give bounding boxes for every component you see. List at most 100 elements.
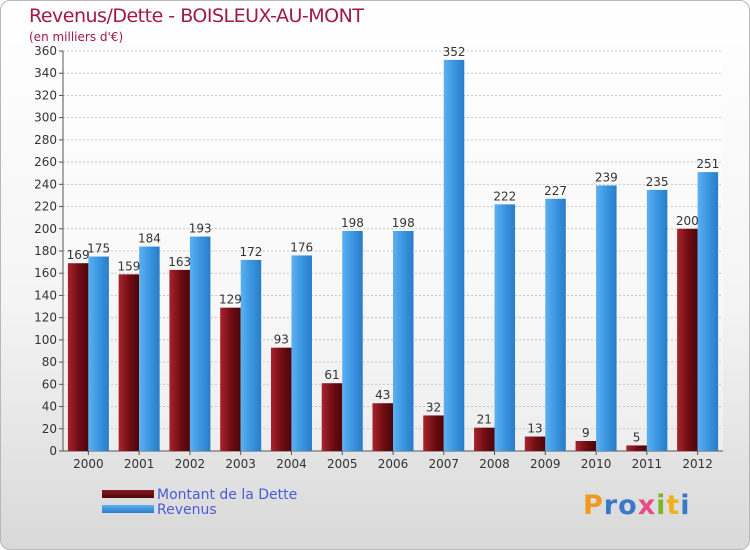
x-tick-label: 2012: [682, 457, 713, 471]
logo-letter: i: [656, 490, 667, 521]
value-label-dette: 32: [426, 400, 441, 414]
legend-label-dette: Montant de la Dette: [157, 487, 298, 503]
value-label-dette: 129: [219, 293, 242, 307]
y-tick-label: 0: [49, 444, 57, 458]
bar-revenus: [291, 255, 312, 451]
value-label-revenus: 172: [239, 245, 262, 259]
proxiti-logo: Proxiti: [583, 490, 691, 521]
x-tick-label: 2010: [581, 457, 612, 471]
y-tick-label: 240: [34, 177, 57, 191]
x-tick-label: 2004: [276, 457, 307, 471]
bar-dette: [423, 415, 444, 451]
x-tick-label: 2007: [428, 457, 459, 471]
y-tick-label: 320: [34, 88, 57, 102]
y-tick-label: 200: [34, 222, 57, 236]
legend-swatch-dette: [102, 490, 154, 498]
y-tick-label: 220: [34, 200, 57, 214]
value-label-dette: 61: [324, 368, 339, 382]
bar-revenus: [139, 246, 160, 451]
legend-swatch-revenus: [102, 505, 154, 513]
bar-dette: [575, 441, 597, 451]
logo-letter: o: [618, 490, 638, 521]
value-label-revenus: 239: [595, 170, 618, 184]
value-label-dette: 5: [633, 430, 641, 444]
bar-dette: [169, 269, 190, 451]
logo-letter: r: [603, 490, 619, 521]
x-tick-label: 2006: [378, 457, 409, 471]
value-label-revenus: 175: [87, 242, 110, 256]
bar-revenus: [646, 189, 668, 451]
bar-revenus: [393, 231, 414, 451]
value-label-revenus: 222: [493, 189, 516, 203]
logo-letter: t: [666, 490, 681, 521]
logo-letter: i: [680, 490, 691, 521]
bar-dette: [220, 307, 241, 451]
legend-label-revenus: Revenus: [157, 502, 217, 518]
y-tick-label: 340: [34, 66, 57, 80]
y-tick-label: 360: [34, 44, 57, 58]
value-label-dette: 200: [676, 214, 699, 228]
value-label-dette: 21: [477, 413, 492, 427]
y-tick-label: 260: [34, 155, 57, 169]
x-tick-label: 2011: [632, 457, 663, 471]
x-tick-label: 2009: [530, 457, 561, 471]
y-tick-label: 60: [42, 377, 57, 391]
bar-dette: [67, 263, 89, 451]
x-tick-label: 2000: [73, 457, 104, 471]
bar-revenus: [697, 172, 719, 451]
x-tick-label: 2005: [327, 457, 358, 471]
x-tick-label: 2008: [479, 457, 510, 471]
bar-revenus: [240, 259, 262, 451]
y-tick-label: 80: [42, 355, 57, 369]
logo-letter: P: [583, 490, 604, 521]
x-tick-label: 2003: [225, 457, 256, 471]
value-label-dette: 93: [274, 333, 289, 347]
bar-dette: [372, 403, 393, 451]
bar-dette: [677, 228, 698, 451]
value-label-dette: 43: [375, 388, 390, 402]
value-label-dette: 169: [67, 248, 90, 262]
value-label-revenus: 198: [392, 216, 415, 230]
bar-revenus: [596, 185, 617, 451]
y-tick-label: 140: [34, 288, 57, 302]
bar-dette: [118, 274, 140, 451]
bar-revenus: [443, 59, 465, 452]
y-tick-label: 160: [34, 266, 57, 280]
bar-dette: [270, 347, 292, 451]
value-label-revenus: 352: [443, 45, 466, 59]
y-tick-label: 100: [34, 333, 57, 347]
x-tick-label: 2002: [175, 457, 206, 471]
bar-revenus: [189, 236, 211, 451]
bar-revenus: [494, 204, 516, 451]
y-tick-label: 20: [42, 422, 57, 436]
value-label-dette: 9: [582, 426, 590, 440]
logo-letter: x: [637, 490, 657, 521]
bar-dette: [524, 436, 546, 451]
value-label-revenus: 176: [290, 240, 313, 254]
chart-title: Revenus/Dette - BOISLEUX-AU-MONT: [29, 5, 364, 27]
y-tick-label: 300: [34, 111, 57, 125]
y-tick-label: 280: [34, 133, 57, 147]
chart-subtitle: (en milliers d'€): [29, 30, 124, 44]
bar-revenus: [88, 256, 109, 451]
y-tick-label: 120: [34, 311, 57, 325]
value-label-revenus: 227: [544, 184, 567, 198]
value-label-revenus: 193: [189, 222, 212, 236]
y-tick-label: 40: [42, 400, 57, 414]
x-tick-label: 2001: [124, 457, 155, 471]
value-label-dette: 163: [168, 255, 191, 269]
value-label-revenus: 251: [696, 157, 719, 171]
value-label-dette: 13: [527, 422, 542, 436]
value-label-revenus: 198: [341, 216, 364, 230]
value-label-revenus: 184: [138, 232, 161, 246]
bar-revenus: [545, 198, 566, 451]
bar-dette: [321, 383, 343, 451]
bar-revenus: [342, 231, 363, 451]
value-label-revenus: 235: [646, 175, 669, 189]
value-label-dette: 159: [117, 259, 140, 273]
bar-dette: [474, 427, 495, 451]
bar-dette: [626, 445, 647, 451]
y-tick-label: 180: [34, 244, 57, 258]
